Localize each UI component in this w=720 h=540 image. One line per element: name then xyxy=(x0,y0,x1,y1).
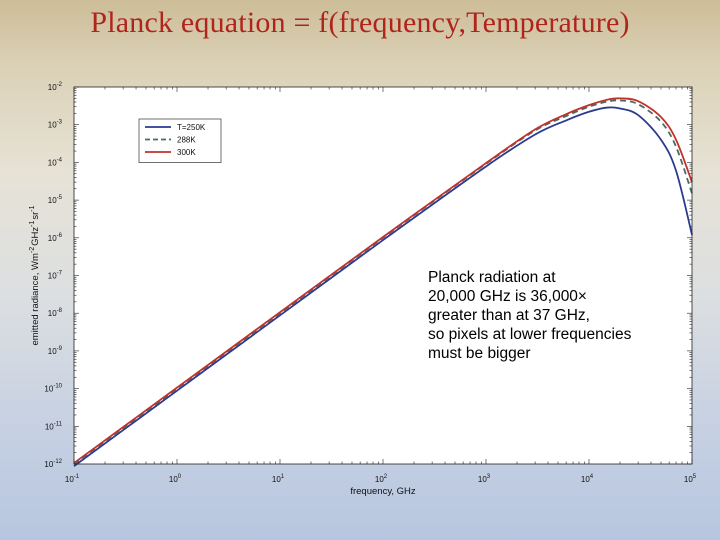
x-tick-label: 101 xyxy=(272,474,285,484)
legend-label: T=250K xyxy=(177,123,206,132)
plot-border xyxy=(73,86,693,465)
annotation-line: Planck radiation at xyxy=(428,269,556,286)
x-tick-label: 102 xyxy=(375,474,388,484)
slide-title: Planck equation = f(frequency,Temperatur… xyxy=(90,6,630,39)
plot-frame xyxy=(73,86,693,465)
y-tick-label: 10-5 xyxy=(48,195,63,205)
y-tick-label: 10-10 xyxy=(44,384,62,394)
series-lines xyxy=(73,97,693,467)
y-tick-label: 10-2 xyxy=(48,82,63,92)
legend-label: 300K xyxy=(177,148,196,157)
y-tick-label: 10-7 xyxy=(48,271,63,281)
annotation-line: so pixels at lower frequencies xyxy=(428,326,632,343)
y-tick-label: 10-4 xyxy=(48,157,63,167)
annotation-line: greater than at 37 GHz, xyxy=(428,307,590,324)
y-tick-label: 10-9 xyxy=(48,346,63,356)
axis-titles: frequency, GHz emitted radiance, Wm-2GHz-… xyxy=(29,205,416,497)
x-tick-label: 105 xyxy=(684,474,697,484)
tick-labels: 10-1 100 101 102 103 104 105 10-12 10-11 10-10 10-… xyxy=(44,82,696,484)
axis-ticks xyxy=(73,86,693,465)
y-tick-label: 10-8 xyxy=(48,308,63,318)
y-tick-label: 10-6 xyxy=(48,233,63,243)
annotation-line: must be bigger xyxy=(428,345,531,362)
annotation-line: 20,000 GHz is 36,000× xyxy=(428,288,587,305)
y-tick-label: 10-11 xyxy=(45,421,63,431)
x-tick-label: 10-1 xyxy=(65,474,80,484)
series-line-t250k xyxy=(73,106,693,467)
x-axis-label: frequency, GHz xyxy=(350,486,416,497)
y-tick-label: 10-12 xyxy=(44,459,62,469)
x-tick-label: 100 xyxy=(169,474,182,484)
y-tick-label: 10-3 xyxy=(48,120,63,130)
series-line-288k xyxy=(73,99,693,465)
x-tick-label: 103 xyxy=(478,474,491,484)
legend: T=250K 288K 300K xyxy=(138,118,222,163)
x-tick-label: 104 xyxy=(581,474,594,484)
series-line-300k xyxy=(73,97,693,464)
y-axis-label: emitted radiance, Wm-2GHz-1sr-1 xyxy=(29,205,41,345)
annotation-text: Planck radiation at 20,000 GHz is 36,000… xyxy=(428,268,688,363)
legend-label: 288K xyxy=(177,136,196,145)
